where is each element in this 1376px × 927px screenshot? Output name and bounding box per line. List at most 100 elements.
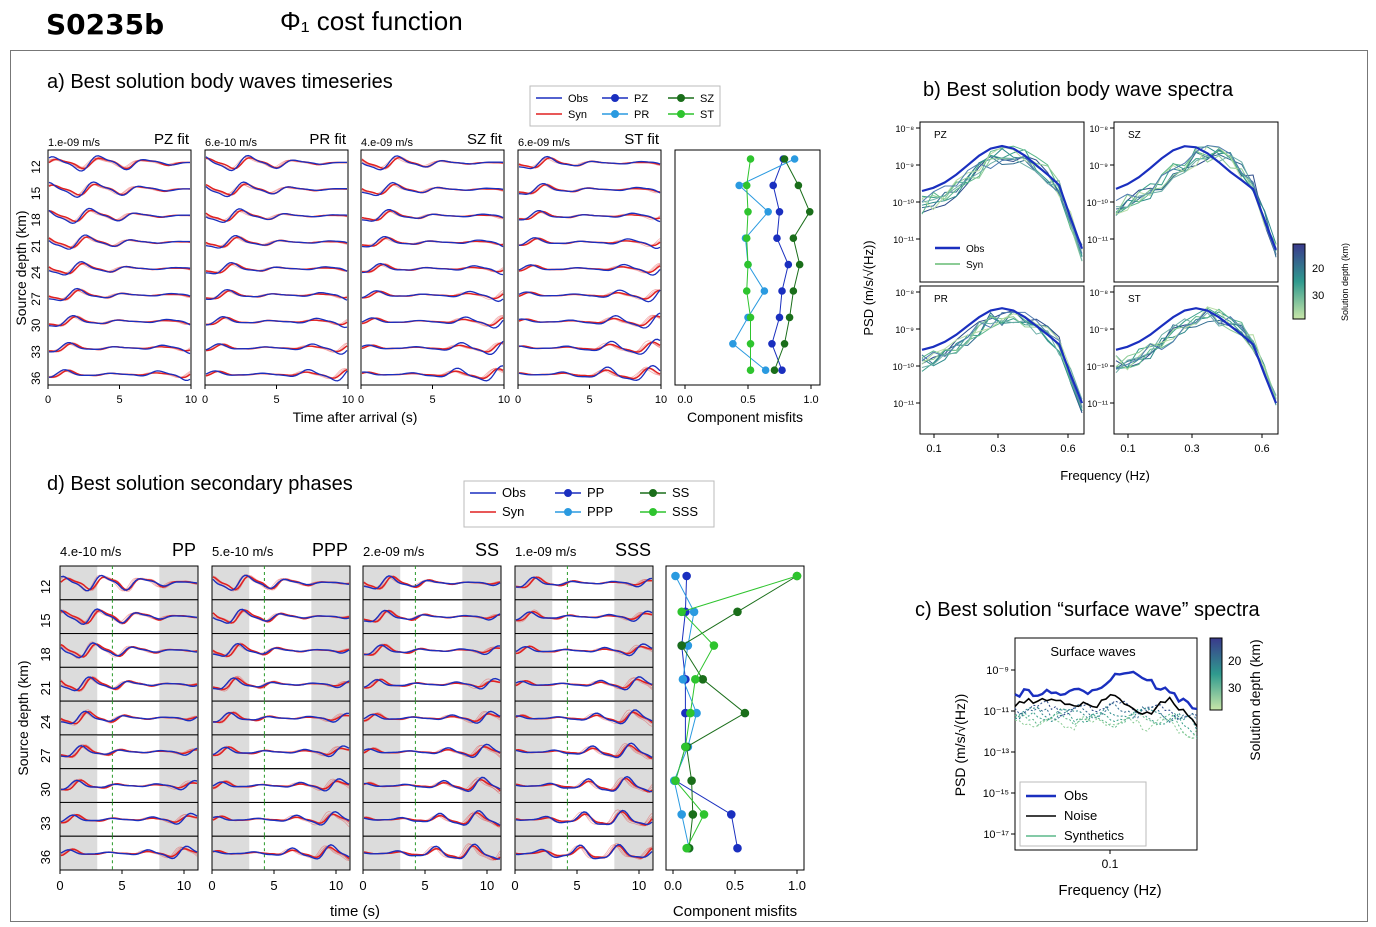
panel-b-syn-trace [921,149,1083,256]
panel-d-misfit-point-SSS [682,843,691,853]
panel-a-xtick-label: 10 [185,394,197,406]
panel-d-shade [515,599,553,634]
panel-c-plot [1014,637,1198,851]
panel-d-misfit-xtick-label: 0.0 [664,878,682,893]
panel-b-syn-trace [1115,319,1277,404]
panel-b-ytick-label: 10⁻¹⁰ [893,362,915,372]
panel-d-xtick-label: 5 [270,878,277,893]
panel-b-xtick-label: 0.3 [1184,443,1199,455]
panel-d-misfit-point-SSS [792,571,802,581]
panel-b-ytick-label: 10⁻⁸ [1089,124,1108,134]
panel-a-legend-label-2: PZ [634,93,648,105]
panel-a-subplot-label-3: ST fit [624,131,660,148]
panel-b-legend-obs-label: Obs [966,244,984,255]
panel-d-obs-trace [212,574,350,591]
panel-a-misfit-xlabel: Component misfits [687,409,803,425]
panel-a-obs-trace [518,338,661,355]
panel-a-obs-trace [205,261,348,275]
panel-a-syn-trace [361,368,504,379]
panel-d-misfit-point-SS [688,810,698,819]
panel-d-misfit-point-SSS [671,776,680,785]
panel-a-misfit-point-ST [746,313,755,322]
panel-d-obs-trace [363,609,501,623]
panel-d-obs-trace [212,677,350,690]
panel-a-misfit-point-PZ [784,260,793,269]
panel-a-obs-trace [518,237,661,250]
panel-a-subplot-label-2: SZ fit [467,131,503,148]
panel-d-shade [614,734,653,769]
panel-a-syn-trace [518,316,661,326]
panel-d-depth-label: 24 [38,715,53,729]
panel-d-legend-label-4: SS [672,485,690,500]
panel-a-misfit-point-PZ [768,340,776,348]
panel-b-colorbar-tick: 30 [1312,290,1324,302]
panel-d-obs-trace [212,778,350,792]
panel-a-legend-marker-3 [611,110,619,118]
panel-a-legend-label-0: Obs [568,93,589,105]
panel-b-syn-trace [1115,148,1277,255]
panel-d-misfit-point-SSS [677,607,686,617]
panel-a-misfit-point-ST [746,340,755,348]
panel-d-heading: d) Best solution secondary phases [47,473,353,495]
panel-b-xlabel: Frequency (Hz) [1060,468,1150,483]
panel-d-obs-trace [363,710,501,724]
panel-d-misfit-point-SSS [709,641,719,650]
panel-d-row-box [211,835,351,871]
panel-d-misfit-point-PP [726,810,736,819]
panel-d-subplot-label-2: SS [475,540,499,560]
panel-a-misfit-point-SZ [805,208,814,216]
panel-a-scale-1: 6.e-10 m/s [205,137,257,149]
panel-d-shade [311,802,350,837]
panel-b-subplot-label-1: SZ [1128,130,1141,141]
panel-d-misfit-point-PPP [671,571,680,581]
panel-a-obs-trace [48,287,191,302]
panel-a-obs-trace [518,312,661,329]
panel-a-misfit-point-PZ [775,208,784,216]
panel-a-misfit-point-SZ [770,366,779,375]
panel-b-ytick-label: 10⁻⁸ [1089,288,1108,298]
panel-c-ytick-label: 10⁻¹⁷ [983,829,1009,841]
panel-d-depth-label: 27 [38,749,53,763]
panel-c-colorbar-tick: 20 [1228,654,1242,668]
panel-d-obs-trace [212,745,350,758]
panel-d-obs-trace [60,845,198,860]
panel-c-legend-box [1019,781,1147,847]
panel-c-legend-label-0: Obs [1064,788,1088,803]
panel-a-obs-trace [361,181,504,197]
panel-b-subplot-3 [1113,285,1279,435]
panel-d-obs-trace [515,709,653,725]
panel-a-scale-3: 6.e-09 m/s [518,137,570,149]
panel-d-depth-label: 21 [38,681,53,695]
panel-b-legend-syn-label: Syn [966,260,983,271]
panel-c-ytick-label: 10⁻⁹ [986,665,1009,677]
panel-a-syn-trace [205,157,348,170]
panel-a-xlabel: Time after arrival (s) [293,409,418,425]
panel-c-obs-trace [1014,670,1198,711]
panel-b-ytick-label: 10⁻⁹ [1089,325,1108,335]
panel-a-depth-label: 21 [29,239,43,253]
panel-a-legend-marker-5 [677,110,685,118]
panel-b-xtick-label: 0.1 [1120,443,1135,455]
panel-a-xtick-label: 10 [498,394,510,406]
panel-d-misfit-point-PP [682,571,691,581]
panel-a-obs-trace [48,181,190,198]
panel-a-obs-trace [518,182,661,195]
panel-a-xtick-label: 0 [358,394,364,406]
panel-d-depth-label: 12 [38,580,53,594]
panel-b-syn-trace [921,311,1083,408]
panel-b-ytick-label: 10⁻⁹ [1089,161,1108,171]
panel-b-syn-trace [1115,147,1277,252]
panel-d-obs-trace [515,643,653,657]
panel-a-misfit-point-SZ [794,181,803,190]
panel-b-colorbar-tick: 20 [1312,263,1324,275]
panel-a-obs-trace [48,234,190,250]
panel-d-scale-0: 4.e-10 m/s [60,544,122,559]
panel-a-misfit-xtick-label: 0.0 [677,394,692,406]
panel-a-obs-trace [205,316,348,329]
panel-d-misfit-point-SS [687,776,696,785]
panel-d-obs-trace [515,775,653,793]
panel-a-depth-label: 36 [29,371,43,385]
panel-d-subplot-label-3: SSS [615,540,651,560]
panel-d-obs-trace [363,575,501,590]
panel-d-depth-label: 30 [38,782,53,796]
